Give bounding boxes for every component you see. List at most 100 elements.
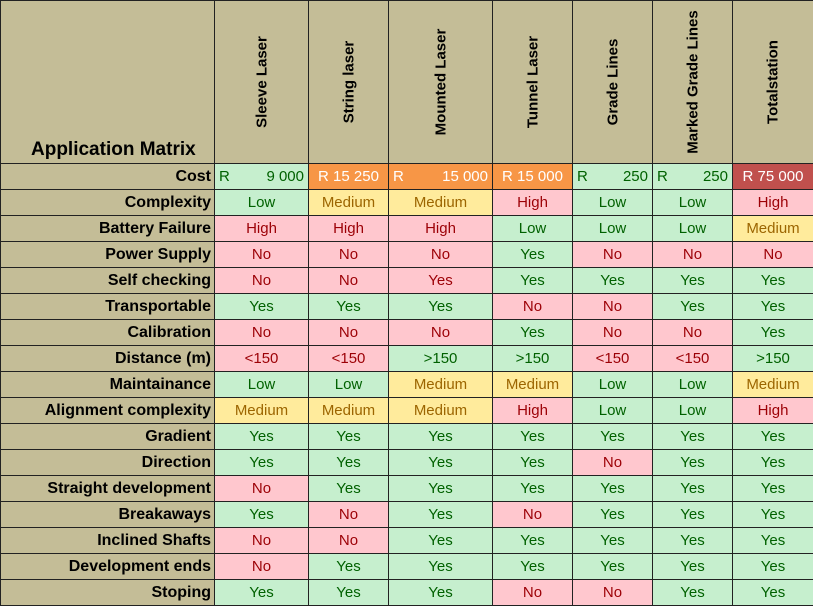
matrix-cell: No <box>493 580 573 606</box>
matrix-cell: Yes <box>493 450 573 476</box>
matrix-cell: Yes <box>573 268 653 294</box>
matrix-cell: Yes <box>733 424 813 450</box>
matrix-cell: Low <box>573 190 653 216</box>
matrix-cell: Low <box>493 216 573 242</box>
row-label: Development ends <box>1 554 215 580</box>
matrix-cell: Medium <box>215 398 309 424</box>
column-header-label: String laser <box>340 41 357 124</box>
matrix-cell: Yes <box>309 476 389 502</box>
matrix-cell: No <box>309 268 389 294</box>
cost-prefix: R <box>219 168 230 185</box>
matrix-cell: Yes <box>493 320 573 346</box>
cost-cell: R 15 250 <box>309 164 389 190</box>
matrix-cell: Yes <box>733 320 813 346</box>
matrix-cell: Yes <box>493 528 573 554</box>
matrix-cell: Yes <box>573 554 653 580</box>
matrix-cell: Medium <box>389 190 493 216</box>
matrix-cell: Yes <box>733 268 813 294</box>
matrix-cell: Yes <box>215 502 309 528</box>
matrix-cell: High <box>733 190 813 216</box>
matrix-cell: High <box>733 398 813 424</box>
matrix-cell: Yes <box>215 580 309 606</box>
matrix-cell: Yes <box>573 528 653 554</box>
row-label: Alignment complexity <box>1 398 215 424</box>
matrix-cell: Yes <box>309 424 389 450</box>
cost-prefix: R <box>577 168 588 185</box>
matrix-cell: No <box>573 450 653 476</box>
matrix-cell: Low <box>309 372 389 398</box>
matrix-cell: Yes <box>573 424 653 450</box>
table-row: Distance (m)<150<150>150>150<150<150>150 <box>1 346 813 372</box>
matrix-cell: No <box>653 242 733 268</box>
matrix-cell: Yes <box>389 580 493 606</box>
matrix-cell: Yes <box>733 580 813 606</box>
column-header: Mounted Laser <box>389 1 493 164</box>
matrix-cell: Medium <box>389 398 493 424</box>
cost-amount: R 15 000 <box>502 168 563 185</box>
cost-cell: R 15 000 <box>493 164 573 190</box>
matrix-cell: Yes <box>389 476 493 502</box>
column-header-label: Mounted Laser <box>432 29 449 136</box>
matrix-cell: Low <box>573 372 653 398</box>
page-title: Application Matrix <box>31 139 196 160</box>
matrix-cell: <150 <box>573 346 653 372</box>
matrix-cell: Yes <box>389 528 493 554</box>
row-label: Complexity <box>1 190 215 216</box>
cost-prefix: R <box>393 168 404 185</box>
matrix-cell: No <box>389 320 493 346</box>
matrix-cell: No <box>215 268 309 294</box>
matrix-cell: Yes <box>653 528 733 554</box>
column-header-label: Sleeve Laser <box>253 36 270 128</box>
matrix-cell: Yes <box>653 294 733 320</box>
column-header: Grade Lines <box>573 1 653 164</box>
matrix-cell: Low <box>573 398 653 424</box>
matrix-cell: No <box>215 554 309 580</box>
matrix-cell: Yes <box>389 450 493 476</box>
matrix-cell: Medium <box>733 216 813 242</box>
matrix-cell: Medium <box>493 372 573 398</box>
matrix-cell: High <box>493 190 573 216</box>
matrix-cell: High <box>215 216 309 242</box>
matrix-cell: Yes <box>389 268 493 294</box>
matrix-cell: No <box>215 242 309 268</box>
matrix-cell: No <box>309 242 389 268</box>
matrix-cell: High <box>389 216 493 242</box>
matrix-cell: Yes <box>653 450 733 476</box>
matrix-cell: Yes <box>653 268 733 294</box>
column-header: Tunnel Laser <box>493 1 573 164</box>
matrix-cell: No <box>573 320 653 346</box>
matrix-cell: No <box>573 242 653 268</box>
cost-cell: R 75 000 <box>733 164 813 190</box>
matrix-cell: Yes <box>215 294 309 320</box>
column-header-label: Totalstation <box>765 40 782 124</box>
matrix-cell: Yes <box>573 476 653 502</box>
matrix-cell: Yes <box>493 268 573 294</box>
matrix-cell: Low <box>653 398 733 424</box>
row-label: Self checking <box>1 268 215 294</box>
matrix-cell: Yes <box>493 242 573 268</box>
matrix-cell: Yes <box>733 476 813 502</box>
matrix-cell: Yes <box>309 294 389 320</box>
matrix-cell: Yes <box>653 554 733 580</box>
matrix-cell: Low <box>573 216 653 242</box>
matrix-cell: No <box>493 294 573 320</box>
matrix-cell: Yes <box>733 528 813 554</box>
matrix-cell: Yes <box>389 502 493 528</box>
matrix-cell: No <box>309 528 389 554</box>
matrix-cell: No <box>573 294 653 320</box>
cost-amount: 250 <box>703 168 728 185</box>
matrix-cell: No <box>309 320 389 346</box>
matrix-cell: Yes <box>653 424 733 450</box>
column-header-label: Tunnel Laser <box>524 36 541 128</box>
